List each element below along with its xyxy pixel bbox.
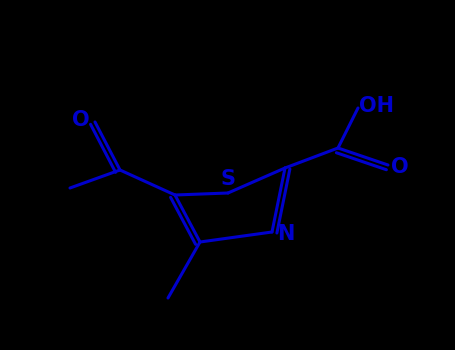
- Text: S: S: [221, 169, 236, 189]
- Text: OH: OH: [359, 96, 394, 116]
- Text: N: N: [277, 224, 295, 244]
- Text: O: O: [72, 110, 90, 130]
- Text: O: O: [391, 157, 409, 177]
